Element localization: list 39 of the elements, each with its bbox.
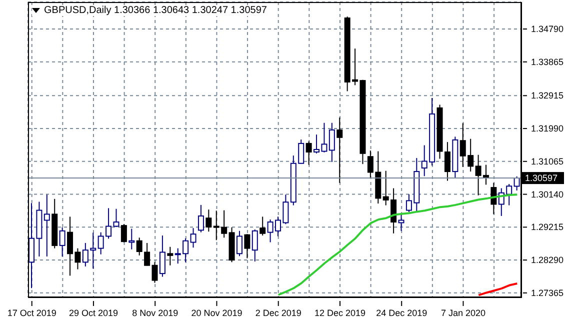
- x-tick-label: 24 Dec 2019: [376, 308, 428, 317]
- y-tick-label: 1.29215: [531, 222, 564, 232]
- x-tick-label: 12 Dec 2019: [314, 308, 366, 317]
- candlestick: [244, 234, 250, 259]
- x-tick-label: 8 Nov 2019: [132, 308, 178, 317]
- chart-title: GBPUSD,Daily 1.30366 1.30643 1.30247 1.30597: [44, 5, 267, 16]
- candlestick: [252, 228, 258, 262]
- line-series: [478, 282, 518, 296]
- y-tick-label: 1.31065: [531, 156, 564, 166]
- candlestick: [328, 122, 335, 162]
- ref-line-label: 1.30597: [525, 173, 558, 184]
- y-tick-label: 1.32915: [531, 90, 564, 101]
- y-tick-label: 1.33865: [531, 56, 564, 67]
- candlestick: [236, 230, 242, 257]
- x-tick-label: 7 Jan 2020: [440, 308, 486, 317]
- candlestick: [306, 140, 312, 166]
- candlestick: [128, 228, 135, 250]
- y-tick-label: 1.28290: [531, 255, 564, 266]
- x-tick-label: 17 Oct 2019: [7, 308, 56, 317]
- candlestick: [514, 176, 520, 191]
- x-tick-label: 2 Dec 2019: [255, 308, 302, 317]
- candlestick: [44, 194, 50, 257]
- candlestick: [398, 212, 404, 232]
- y-tick-label: 1.30140: [531, 189, 564, 200]
- candlestick: [336, 117, 343, 184]
- candlestick: [159, 235, 166, 278]
- y-tick-label: 1.31990: [531, 124, 564, 134]
- candlestick: [120, 224, 127, 243]
- candlestick: [206, 209, 212, 232]
- candlestick: [260, 216, 266, 236]
- candlestick: [190, 228, 196, 248]
- x-tick-label: 20 Nov 2019: [191, 308, 242, 317]
- candlestick: [198, 204, 204, 233]
- candlestick: [167, 246, 174, 266]
- candlestick: [59, 226, 66, 257]
- candlestick: [152, 262, 158, 284]
- y-tick-label: 1.27365: [531, 288, 564, 298]
- y-tick-label: 1.34790: [531, 24, 564, 34]
- x-tick-label: 29 Oct 2019: [68, 308, 118, 317]
